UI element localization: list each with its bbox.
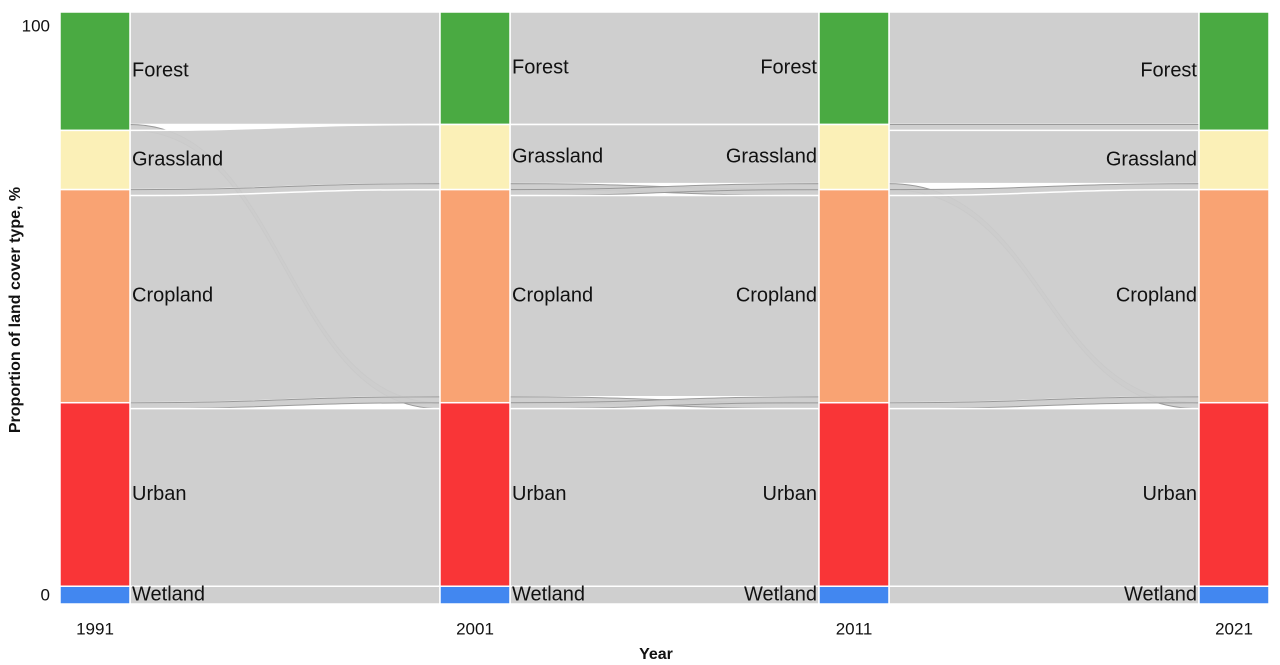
node bbox=[1198, 129, 1270, 191]
flows bbox=[129, 11, 1200, 605]
flow bbox=[888, 123, 1200, 131]
node bbox=[818, 11, 890, 126]
node-label: Wetland bbox=[512, 583, 585, 605]
node bbox=[818, 188, 890, 404]
node-label: Urban bbox=[1143, 483, 1197, 505]
node-label: Urban bbox=[132, 483, 186, 505]
node-label: Cropland bbox=[1116, 284, 1197, 306]
x-axis-title: Year bbox=[639, 646, 673, 663]
node-label: Cropland bbox=[132, 284, 213, 306]
node-label: Grassland bbox=[726, 145, 817, 167]
node-label: Grassland bbox=[132, 148, 223, 170]
x-tick-label: 2001 bbox=[456, 619, 494, 638]
node-label: Grassland bbox=[1106, 148, 1197, 170]
node-label: Urban bbox=[763, 483, 817, 505]
node bbox=[439, 123, 511, 191]
node bbox=[59, 585, 131, 605]
x-tick-label: 1991 bbox=[76, 619, 114, 638]
node-label: Urban bbox=[512, 483, 566, 505]
node-label: Grassland bbox=[512, 145, 603, 167]
node bbox=[59, 188, 131, 404]
node-label: Wetland bbox=[132, 583, 205, 605]
x-tick-label: 2011 bbox=[836, 619, 873, 638]
node bbox=[59, 129, 131, 191]
node-label: Cropland bbox=[736, 284, 817, 306]
y-tick-label: 100 bbox=[22, 16, 50, 35]
node-label: Cropland bbox=[512, 284, 593, 306]
node bbox=[439, 11, 511, 126]
node bbox=[1198, 188, 1270, 404]
node-label: Forest bbox=[1140, 59, 1197, 81]
nodes: Forest Grassland Cropland Urban Wetland Fores… bbox=[59, 11, 1270, 605]
node-label: Wetland bbox=[1124, 583, 1197, 605]
node bbox=[1198, 585, 1270, 605]
x-tick-label: 2021 bbox=[1215, 619, 1253, 638]
node-label: Forest bbox=[760, 57, 817, 79]
node bbox=[59, 401, 131, 587]
node bbox=[59, 11, 131, 132]
node-label: Forest bbox=[132, 59, 189, 81]
node bbox=[818, 123, 890, 191]
y-tick-label: 0 bbox=[41, 585, 50, 604]
node-label: Forest bbox=[512, 57, 569, 79]
node-label: Wetland bbox=[744, 583, 817, 605]
y-axis-title: Proportion of land cover type, % bbox=[7, 187, 24, 433]
node bbox=[439, 188, 511, 404]
node bbox=[439, 585, 511, 605]
node bbox=[818, 585, 890, 605]
node bbox=[818, 401, 890, 587]
node bbox=[1198, 401, 1270, 587]
node bbox=[439, 401, 511, 587]
node bbox=[1198, 11, 1270, 132]
